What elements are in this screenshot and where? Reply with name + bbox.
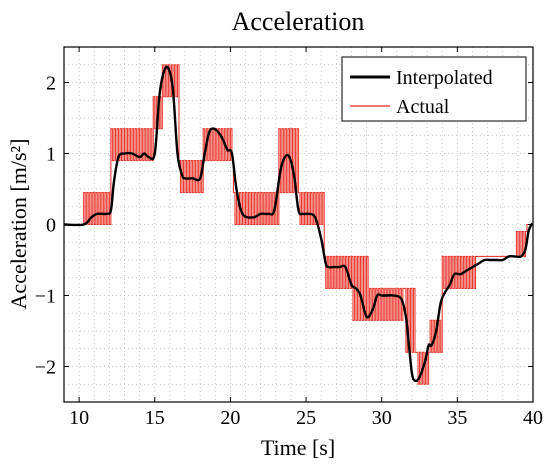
y-tick-label: −2	[35, 357, 56, 379]
x-tick-label: 10	[69, 407, 89, 429]
y-tick-label: −1	[35, 286, 56, 308]
y-axis-label: Acceleration [m/s²]	[6, 139, 31, 310]
actual-line	[64, 64, 533, 385]
chart-title: Acceleration	[232, 7, 365, 36]
x-tick-label: 30	[372, 407, 392, 429]
interpolated-series	[63, 65, 534, 383]
x-tick-label: 35	[447, 407, 467, 429]
y-tick-label: 0	[46, 215, 56, 237]
interpolated-line	[63, 65, 534, 383]
legend-box	[341, 56, 527, 122]
x-axis-ticks: 10 15 20 25 30 35 40	[69, 47, 543, 429]
legend-label-actual: Actual	[396, 96, 450, 118]
y-axis-ticks: −2 −1 0 1 2	[35, 73, 533, 379]
actual-series	[64, 64, 533, 385]
legend: Interpolated Actual	[341, 56, 527, 122]
x-axis-label: Time [s]	[261, 435, 335, 460]
x-tick-label: 25	[296, 407, 316, 429]
x-tick-label: 20	[220, 407, 240, 429]
legend-label-interpolated: Interpolated	[396, 67, 493, 89]
x-tick-label: 15	[145, 407, 165, 429]
y-tick-label: 2	[46, 73, 56, 95]
x-tick-label: 40	[523, 407, 543, 429]
y-tick-label: 1	[46, 144, 56, 166]
